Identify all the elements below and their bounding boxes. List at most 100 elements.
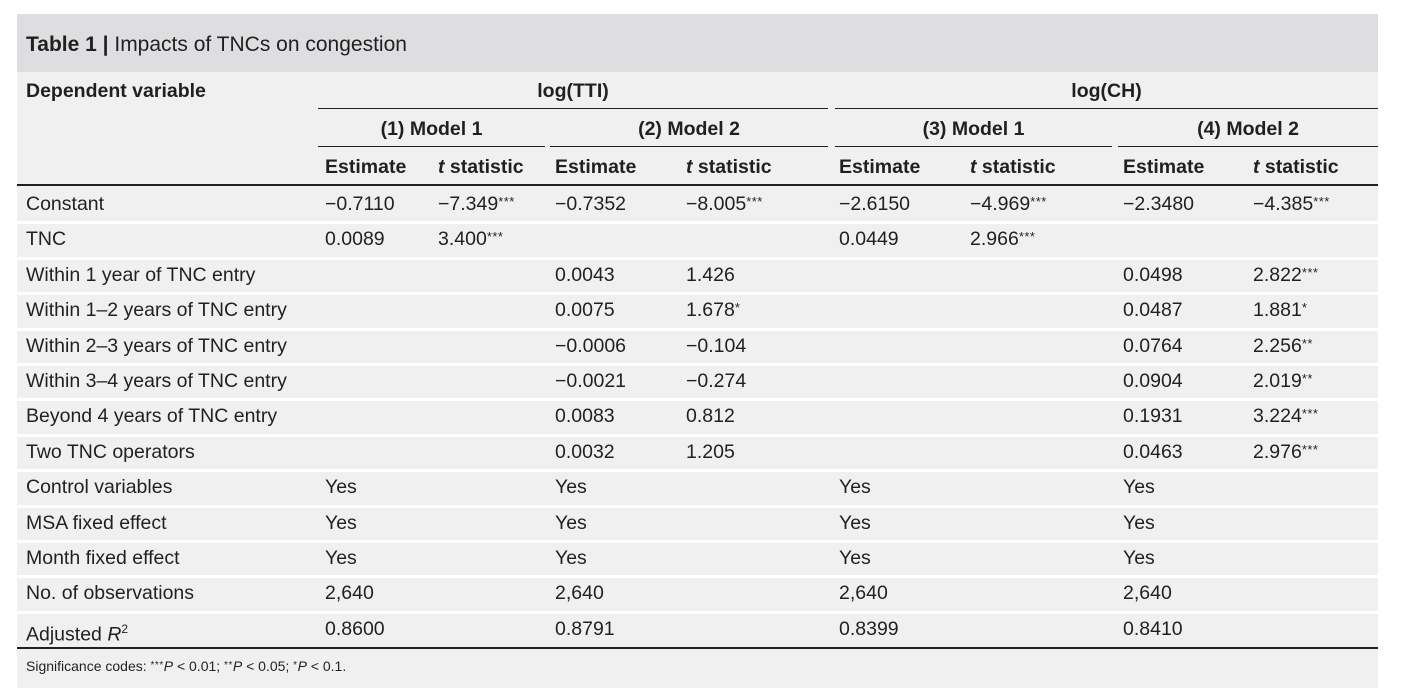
row-separator — [17, 469, 1378, 473]
cell-value: 0.0498 — [1123, 263, 1183, 286]
table-cell: 0.0498 — [1123, 263, 1183, 287]
cell-value: 3.224 — [1253, 405, 1302, 428]
cell-value: 0.0083 — [555, 405, 615, 428]
table-cell: −4.385*** — [1253, 192, 1330, 218]
table-cell: 0.0075 — [555, 298, 615, 322]
cell-value: −0.0021 — [555, 370, 627, 392]
row-label: Two TNC operators — [26, 440, 195, 463]
cell-value: −2.3480 — [1123, 193, 1195, 215]
row-label: Within 1 year of TNC entry — [26, 263, 256, 286]
cell-value: 0.0463 — [1123, 440, 1183, 463]
subcolumn-header: Estimate — [325, 156, 407, 178]
table-title-bar: Table 1 | Impacts of TNCs on congestion — [17, 14, 1378, 72]
table-cell: Yes — [1123, 546, 1155, 570]
model-rule — [835, 146, 1112, 147]
table-cell: 0.8600 — [325, 617, 385, 641]
table-cell: Yes — [555, 546, 587, 570]
row-label: MSA fixed effect — [26, 511, 167, 534]
significance-footnote: Significance codes: ***P < 0.01; **P < 0… — [26, 658, 347, 674]
t-italic: t — [1253, 156, 1260, 178]
table-cell: 2,640 — [555, 581, 604, 605]
cell-value: 0.0764 — [1123, 334, 1183, 357]
dependent-variable-label: Dependent variable — [26, 80, 206, 102]
table-cell: 2,640 — [325, 581, 374, 605]
significance-stars: *** — [1030, 194, 1047, 209]
cell-value: 0.8791 — [555, 617, 615, 640]
table-cell: Yes — [839, 546, 871, 570]
table-cell: 1.205 — [686, 440, 735, 464]
row-separator — [17, 540, 1378, 543]
t-italic: t — [686, 156, 693, 178]
model-header: (1) Model 1 — [380, 118, 483, 140]
cell-value: 2,640 — [1123, 582, 1172, 605]
table-cell: 1.678* — [686, 298, 740, 324]
subcolumn-header: Estimate — [839, 156, 921, 178]
table-cell: 2.822*** — [1253, 263, 1319, 289]
cell-value: Yes — [325, 547, 357, 569]
cell-value: 2,640 — [325, 582, 374, 605]
significance-stars: * — [1301, 300, 1308, 316]
table-cell: 0.0904 — [1123, 369, 1183, 393]
table-cell: 2.019** — [1253, 369, 1313, 395]
significance-stars: *** — [1018, 229, 1036, 245]
row-separator — [17, 292, 1378, 296]
table-cell: Yes — [839, 511, 871, 535]
cell-value: Yes — [1123, 511, 1155, 534]
cell-value: 0.8410 — [1123, 617, 1183, 640]
table-cell: 0.8399 — [839, 617, 899, 641]
cell-value: 1.205 — [686, 440, 735, 463]
table-cell: −0.0006 — [555, 334, 626, 358]
cell-value: 0.8399 — [839, 617, 899, 640]
row-label: No. of observations — [26, 582, 195, 605]
table-cell: 2,640 — [839, 581, 888, 605]
table-cell: −0.274 — [686, 369, 746, 393]
group-rule — [835, 108, 1378, 109]
significance-stars: *** — [1301, 264, 1319, 280]
group-rule — [318, 108, 828, 109]
table-cell: Yes — [555, 475, 587, 499]
cell-value: Yes — [1123, 476, 1155, 499]
model-rule — [1118, 146, 1378, 147]
row-label: Within 3–4 years of TNC entry — [26, 370, 287, 392]
group-header: log(CH) — [1071, 80, 1142, 102]
table-cell: 0.812 — [686, 404, 735, 428]
significance-stars: ** — [1301, 335, 1313, 351]
cell-value: Yes — [325, 476, 357, 499]
table-cell: −8.005*** — [686, 192, 763, 218]
cell-value: 0.0089 — [325, 228, 385, 251]
table-cell: 3.224*** — [1253, 404, 1319, 430]
table-cell: Yes — [1123, 511, 1155, 535]
cell-value: Yes — [555, 547, 587, 569]
subcolumn-header: Estimate — [1123, 156, 1205, 178]
table-panel: Table 1 | Impacts of TNCs on congestion … — [17, 14, 1378, 688]
cell-value: 2.966 — [970, 228, 1019, 251]
row-separator — [17, 575, 1378, 579]
table-caption: Impacts of TNCs on congestion — [114, 33, 407, 56]
row-separator — [17, 221, 1378, 225]
cell-value: −0.0006 — [555, 334, 627, 357]
cell-value: −4.969 — [970, 193, 1031, 215]
row-label: Adjusted R2 — [26, 621, 129, 646]
model-header: (4) Model 2 — [1197, 118, 1299, 140]
row-label: Beyond 4 years of TNC entry — [26, 405, 278, 428]
t-statistic-header: t statistic — [970, 156, 1056, 178]
table-cell: 0.0764 — [1123, 334, 1183, 358]
cell-value: 2,640 — [555, 582, 604, 605]
table-cell: 0.0032 — [555, 440, 615, 464]
table-cell: Yes — [1123, 475, 1155, 499]
table-cell: −4.969*** — [970, 192, 1047, 218]
t-statistic-header: t statistic — [1253, 156, 1339, 178]
cell-value: −0.274 — [686, 370, 747, 392]
row-separator — [17, 363, 1378, 366]
row-separator — [17, 433, 1378, 437]
table-cell: Yes — [325, 546, 357, 570]
t-statistic-header: t statistic — [686, 156, 772, 178]
table-cell: −2.3480 — [1123, 192, 1194, 216]
table-cell: 2.976*** — [1253, 440, 1319, 466]
cell-value: 0.8600 — [325, 617, 385, 640]
table-cell: −2.6150 — [839, 192, 910, 216]
table-cell: 2.256** — [1253, 334, 1313, 360]
table-cell: 0.8410 — [1123, 617, 1183, 641]
table-cell: 0.0083 — [555, 404, 615, 428]
table-cell: 0.8791 — [555, 617, 615, 641]
